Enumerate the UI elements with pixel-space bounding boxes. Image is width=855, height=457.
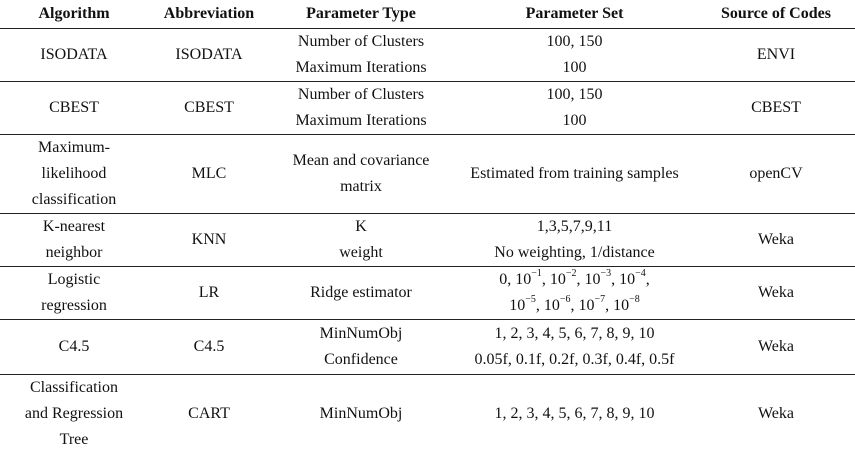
cell-algorithm: Classification and Regression Tree [0, 375, 148, 454]
cell-abbreviation: ISODATA [148, 28, 270, 82]
param-type-line: Mean and covariance [292, 152, 430, 169]
cell-abbreviation: LR [148, 266, 270, 320]
ridge-zero: 0 [499, 271, 508, 288]
cell-algorithm: Logistic regression [0, 266, 148, 320]
cell-param-type: Ridge estimator [270, 266, 452, 320]
ridge-line-1: 0, 10−1, 10−2, 10−3, 10−4, [499, 267, 650, 288]
param-type-line: Number of Clusters [297, 33, 425, 50]
param-type-line: Ridge estimator [310, 284, 412, 301]
table-row: Logistic regression LR Ridge estimator 0… [0, 266, 855, 320]
header-source: Source of Codes [697, 0, 855, 29]
table-row: Classification and Regression Tree CART … [0, 375, 855, 454]
header-parameter-type: Parameter Type [270, 0, 452, 29]
cell-param-set: 100, 150 100 [452, 28, 697, 82]
cell-source: ENVI [697, 28, 855, 82]
ridge-term: 10−5 [509, 293, 536, 314]
cell-source: openCV [697, 134, 855, 214]
param-set-line: 1, 2, 3, 4, 5, 6, 7, 8, 9, 10 [494, 325, 655, 342]
param-type-line: weight [339, 244, 383, 261]
table-header: Algorithm Abbreviation Parameter Type Pa… [0, 0, 855, 29]
cell-param-set: 1,3,5,7,9,11 No weighting, 1/distance [452, 213, 697, 267]
header-abbreviation: Abbreviation [148, 0, 270, 29]
cell-param-set: Estimated from training samples [452, 134, 697, 214]
param-set-line: 1,3,5,7,9,11 [536, 218, 613, 235]
param-set-line: Estimated from training samples [470, 165, 679, 182]
ridge-line-2: 10−5, 10−6, 10−7, 10−8 [509, 293, 640, 314]
cell-abbreviation: MLC [148, 134, 270, 214]
ridge-term: 10−7 [578, 293, 606, 314]
cell-param-type: MinNumObj [270, 375, 452, 454]
ridge-term: 10−6 [543, 293, 571, 314]
param-set-line: 100, 150 [546, 86, 603, 103]
ridge-term: 10−4 [619, 267, 646, 288]
algorithm-line: likelihood [41, 165, 107, 182]
ridge-term: 10−1 [515, 267, 542, 288]
table-body: ISODATA ISODATA Number of Clusters Maxim… [0, 28, 855, 454]
cell-source: CBEST [697, 81, 855, 135]
cell-algorithm: Maximum- likelihood classification [0, 134, 148, 214]
cell-algorithm: C4.5 [0, 319, 148, 375]
param-set-line: 100 [562, 59, 587, 76]
header-algorithm: Algorithm [0, 0, 148, 29]
cell-param-set: 1, 2, 3, 4, 5, 6, 7, 8, 9, 10 [452, 375, 697, 454]
cell-source: Weka [697, 213, 855, 267]
cell-abbreviation: KNN [148, 213, 270, 267]
ridge-term: 10−3 [584, 267, 612, 288]
cell-source: Weka [697, 319, 855, 375]
cell-param-type: Number of Clusters Maximum Iterations [270, 28, 452, 82]
cell-abbreviation: CBEST [148, 81, 270, 135]
cell-abbreviation: CART [188, 405, 230, 423]
param-type-line: Maximum Iterations [295, 112, 427, 129]
cell-param-type: Mean and covariance matrix [270, 134, 452, 214]
ridge-term: 10−2 [549, 267, 577, 288]
cell-algorithm: K-nearest neighbor [0, 213, 148, 267]
cell-param-type: K weight [270, 213, 452, 267]
table-row: CBEST CBEST Number of Clusters Maximum I… [0, 81, 855, 135]
param-type-line: matrix [340, 178, 382, 195]
algorithm-line: Tree [59, 431, 89, 449]
param-set-line: 1, 2, 3, 4, 5, 6, 7, 8, 9, 10 [494, 405, 655, 423]
algorithm-line: Maximum- [38, 139, 110, 156]
param-set-line: No weighting, 1/distance [494, 244, 655, 261]
table-row: Maximum- likelihood classification MLC M… [0, 134, 855, 214]
cell-param-set: 100, 150 100 [452, 81, 697, 135]
algorithm-line: ISODATA [40, 46, 108, 63]
cell-source: Weka [697, 266, 855, 320]
algorithm-line: C4.5 [58, 338, 90, 355]
param-type-line: Number of Clusters [297, 86, 425, 103]
header-row: Algorithm Abbreviation Parameter Type Pa… [0, 0, 855, 29]
cell-param-set: 1, 2, 3, 4, 5, 6, 7, 8, 9, 10 0.05f, 0.1… [452, 319, 697, 375]
cell-algorithm: CBEST [0, 81, 148, 135]
param-type-line: K [355, 218, 367, 235]
algorithm-line: Logistic [47, 271, 101, 288]
cell-algorithm: ISODATA [0, 28, 148, 82]
cell-source: Weka [757, 405, 795, 423]
param-set-line: 100 [562, 112, 587, 129]
cell-abbreviation: C4.5 [148, 319, 270, 375]
algorithm-line: regression [41, 297, 107, 314]
param-set-line: 100, 150 [546, 33, 603, 50]
header-parameter-set: Parameter Set [452, 0, 697, 29]
table-row: K-nearest neighbor KNN K weight 1,3,5,7,… [0, 213, 855, 267]
algorithm-line: and Regression [24, 405, 124, 423]
algorithm-line: classification [31, 191, 117, 208]
param-type-line: MinNumObj [319, 405, 403, 423]
cell-param-type: Number of Clusters Maximum Iterations [270, 81, 452, 135]
cell-param-set: 0, 10−1, 10−2, 10−3, 10−4, 10−5, 10−6, 1… [452, 266, 697, 320]
ridge-term: 10−8 [613, 293, 640, 314]
algorithm-line: K-nearest [42, 218, 106, 235]
algorithm-line: neighbor [45, 244, 103, 261]
cell-param-type: MinNumObj Confidence [270, 319, 452, 375]
param-type-line: Confidence [324, 351, 398, 368]
param-set-line: 0.05f, 0.1f, 0.2f, 0.3f, 0.4f, 0.5f [474, 351, 675, 368]
algorithm-line: CBEST [49, 99, 99, 116]
param-type-line: Maximum Iterations [295, 59, 427, 76]
param-type-line: MinNumObj [319, 325, 403, 342]
table-row: C4.5 C4.5 MinNumObj Confidence 1, 2, 3, … [0, 319, 855, 375]
table-row: ISODATA ISODATA Number of Clusters Maxim… [0, 28, 855, 82]
algorithm-line: Classification [30, 379, 118, 397]
